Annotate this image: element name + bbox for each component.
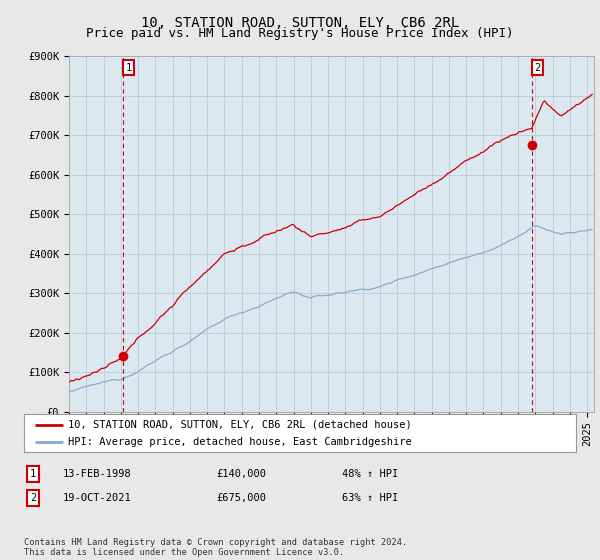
Text: 19-OCT-2021: 19-OCT-2021 [63, 493, 132, 503]
Text: 48% ↑ HPI: 48% ↑ HPI [342, 469, 398, 479]
Text: 2: 2 [30, 493, 36, 503]
Text: Price paid vs. HM Land Registry's House Price Index (HPI): Price paid vs. HM Land Registry's House … [86, 27, 514, 40]
Text: Contains HM Land Registry data © Crown copyright and database right 2024.
This d: Contains HM Land Registry data © Crown c… [24, 538, 407, 557]
Text: £675,000: £675,000 [216, 493, 266, 503]
Text: HPI: Average price, detached house, East Cambridgeshire: HPI: Average price, detached house, East… [68, 437, 412, 447]
Text: 1: 1 [30, 469, 36, 479]
Text: 10, STATION ROAD, SUTTON, ELY, CB6 2RL: 10, STATION ROAD, SUTTON, ELY, CB6 2RL [141, 16, 459, 30]
Text: 1: 1 [125, 63, 132, 73]
Text: 10, STATION ROAD, SUTTON, ELY, CB6 2RL (detached house): 10, STATION ROAD, SUTTON, ELY, CB6 2RL (… [68, 419, 412, 430]
Text: 63% ↑ HPI: 63% ↑ HPI [342, 493, 398, 503]
Text: £140,000: £140,000 [216, 469, 266, 479]
Text: 13-FEB-1998: 13-FEB-1998 [63, 469, 132, 479]
Text: 2: 2 [535, 63, 541, 73]
